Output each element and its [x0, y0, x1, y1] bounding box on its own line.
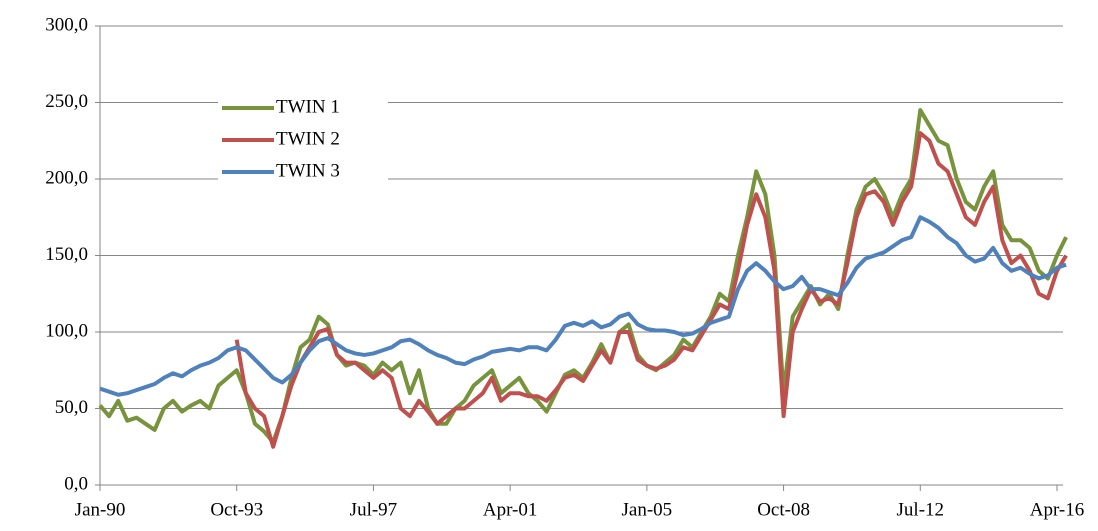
x-tick-label: Jul-97 — [350, 499, 398, 520]
x-tick-label: Oct-93 — [210, 499, 263, 520]
y-tick-label: 250,0 — [45, 91, 88, 112]
legend-label: TWIN 3 — [276, 160, 340, 181]
y-tick-label: 300,0 — [45, 14, 88, 35]
legend-label: TWIN 2 — [276, 128, 340, 149]
y-tick-label: 0,0 — [64, 473, 88, 494]
x-tick-label: Jul-12 — [897, 499, 945, 520]
x-tick-label: Jan-05 — [622, 499, 673, 520]
data-line — [234, 131, 1068, 449]
legend: TWIN 1 TWIN 2 TWIN 3 — [218, 92, 388, 188]
legend-label: TWIN 1 — [276, 96, 340, 117]
x-tick-label: Apr-16 — [1030, 499, 1085, 520]
data-line — [99, 215, 1067, 397]
y-tick-label: 200,0 — [45, 167, 88, 188]
x-tick-label: Apr-01 — [483, 499, 538, 520]
y-tick-label: 100,0 — [45, 320, 88, 341]
x-tick-label: Oct-08 — [757, 499, 810, 520]
x-tick-label: Jan-90 — [75, 499, 126, 520]
y-tick-label: 50,0 — [55, 397, 88, 418]
y-tick-label: 150,0 — [45, 244, 88, 265]
